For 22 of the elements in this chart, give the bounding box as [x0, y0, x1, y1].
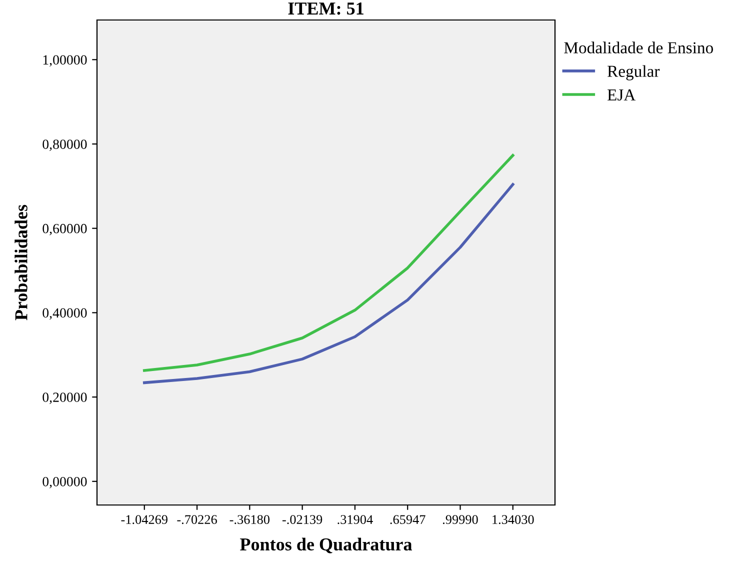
- y-tick-label: 0,80000: [42, 140, 87, 151]
- y-tick-label: 1,00000: [43, 55, 87, 67]
- x-tick-label: -1.04269: [121, 515, 168, 524]
- legend-label: EJA: [607, 89, 636, 101]
- x-axis-title: Pontos de Quadratura: [240, 538, 412, 554]
- legend-title: Modalidade de Ensino: [564, 42, 713, 54]
- x-tick-label: -.02139: [282, 515, 322, 524]
- legend-label: Regular: [607, 65, 660, 80]
- y-tick-label: 0,00000: [42, 476, 87, 488]
- y-tick-label: 0,60000: [42, 224, 87, 236]
- chart-title: ITEM: 51: [288, 2, 364, 15]
- x-tick-label: .31904: [338, 515, 373, 524]
- y-tick-label: 0,20000: [42, 392, 87, 404]
- x-tick-label: .99990: [442, 515, 478, 524]
- y-tick-label: 0,40000: [42, 308, 87, 320]
- x-tick-label: .65947: [390, 515, 426, 524]
- line-series: [142, 154, 514, 372]
- x-tick-label: -.70226: [177, 515, 217, 524]
- y-axis-title: Probabilidades: [14, 204, 28, 320]
- line-series: [142, 183, 514, 384]
- x-tick-label: 1.34030: [492, 515, 534, 524]
- x-tick-label: -.36180: [230, 515, 270, 524]
